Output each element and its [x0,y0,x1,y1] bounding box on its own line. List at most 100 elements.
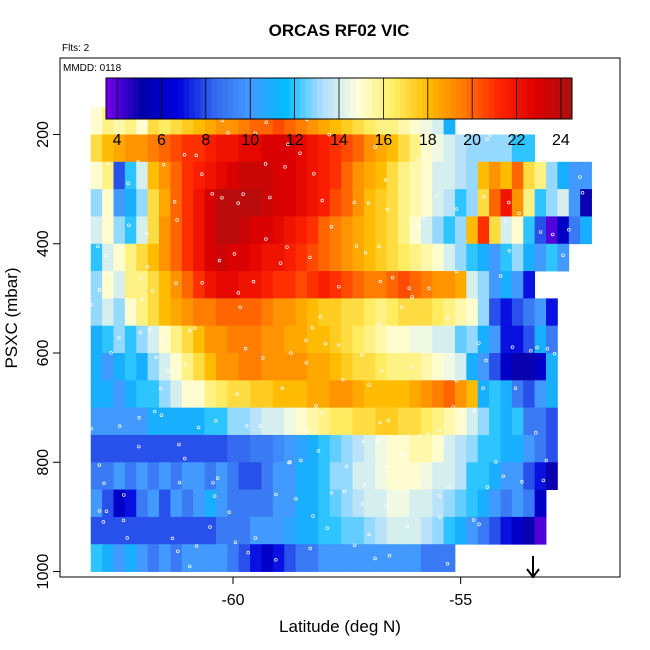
heatmap-cell [341,271,353,299]
heatmap-cell [318,516,331,545]
observation-point [274,558,278,562]
heatmap-cell [352,107,365,135]
heatmap-cell [261,271,274,299]
heatmap-cell [443,271,456,299]
colorbar-segment [183,78,190,119]
heatmap-cell [500,380,513,409]
heatmap-cell [523,489,536,518]
observation-point [264,237,268,241]
colorbar-segment [527,78,534,119]
heatmap-cell [238,134,251,163]
heatmap-cell [90,134,103,163]
colorbar-segment [411,78,418,119]
heatmap-cell [466,134,479,163]
heatmap-cell [409,271,422,299]
heatmap-cell [124,243,137,272]
heatmap-cell [386,107,399,135]
heatmap-cell [295,353,308,381]
observation-point [166,369,171,374]
heatmap-cell [443,489,456,518]
observation-point [245,424,249,428]
heatmap-cell [420,407,433,436]
heatmap-cell [511,216,524,245]
heatmap-cell [454,516,467,545]
heatmap-cell [272,434,285,463]
heatmap-cell [204,216,217,245]
heatmap-cell [466,407,479,436]
heatmap-cell [420,380,433,409]
heatmap-cell [250,353,262,381]
heatmap-cell [306,243,319,272]
heatmap-cell [318,434,331,463]
colorbar-segment [233,78,240,119]
heatmap-cell [420,298,433,327]
heatmap-cell [534,243,547,272]
heatmap-cell [466,298,479,327]
heatmap-cell [159,161,171,190]
heatmap-cell [261,380,274,409]
heatmap-cell [443,407,456,436]
observation-point [108,272,113,276]
heatmap-cell [477,271,490,299]
observation-point [238,305,242,310]
observation-point [417,224,422,228]
heatmap-cell [511,380,524,409]
heatmap-cell [511,407,524,436]
heatmap-cell [375,380,388,409]
observation-point [441,443,446,447]
heatmap-cell [409,134,422,163]
heatmap-cell [500,134,513,163]
heatmap-cell [352,161,365,190]
heatmap-cell [124,407,137,436]
heatmap-cell [181,380,194,409]
heatmap-cell [238,380,251,409]
heatmap-cell [284,462,297,490]
heatmap-cell [523,407,536,436]
heatmap-cell [204,489,217,518]
heatmap-cell [329,107,342,135]
heatmap-cell [318,489,331,518]
heatmap-cell [193,298,205,327]
heatmap-cell [170,407,183,436]
observation-point [460,409,464,414]
heatmap-cell [124,271,137,299]
heatmap-cell [398,489,410,518]
heatmap-cell [534,325,547,354]
heatmap-cell [511,298,524,327]
heatmap-cell [113,489,126,518]
heatmap-cell [159,462,171,490]
colorbar-segment [283,78,290,119]
colorbar-segment [566,78,573,119]
heatmap-cell [204,325,217,354]
heatmap-cell [363,380,376,409]
observation-point [367,383,371,387]
colorbar-tick-label: 6 [157,132,166,149]
heatmap-cell [454,134,467,163]
heatmap-cell [238,189,251,217]
heatmap-cell [284,216,297,245]
observation-point [105,161,110,166]
colorbar-segment [499,78,506,119]
heatmap-cell [443,380,456,409]
heatmap-cell [215,353,228,381]
observation-point [304,338,308,342]
observation-point [94,161,99,165]
heatmap-cell [193,380,205,409]
colorbar-segment [211,78,218,119]
heatmap-cell [147,516,160,545]
heatmap-cell [102,189,114,217]
colorbar-segment [194,78,201,119]
heatmap-cell [398,134,410,163]
down-arrow-icon [526,556,540,579]
heatmap-cell [477,407,490,436]
heatmap-cell [375,462,388,490]
heatmap-cell [102,544,114,572]
observation-point [337,284,341,289]
heatmap-cell [284,243,297,272]
heatmap-cell [443,161,456,190]
heatmap-cell [261,216,274,245]
heatmap-cell [409,325,422,354]
heatmap-cell [147,216,160,245]
observation-point [278,261,283,265]
heatmap-cell [432,407,444,436]
